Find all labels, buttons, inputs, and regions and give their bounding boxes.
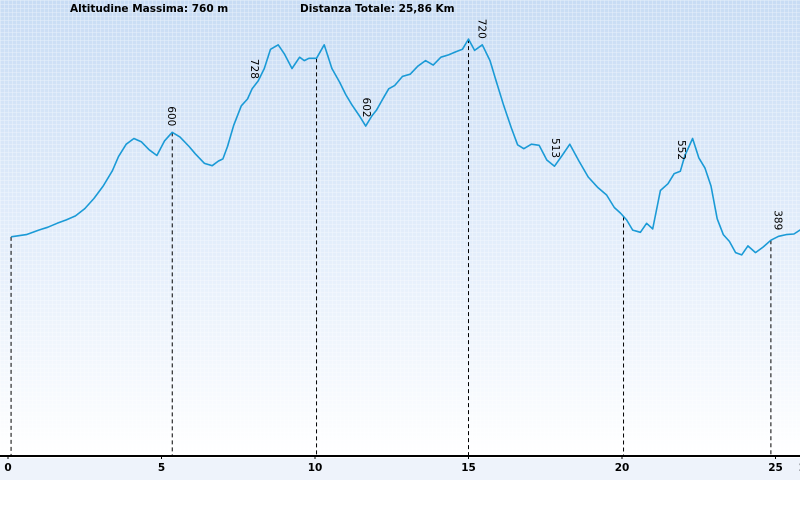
- x-tick-label: 20: [615, 462, 630, 474]
- x-tick-label: 26: [799, 462, 800, 474]
- x-tick-label: 0: [4, 462, 11, 474]
- peak-elevation-label: 720: [475, 19, 487, 39]
- x-tick-label: 15: [461, 462, 476, 474]
- peak-elevation-label: 513: [549, 138, 561, 158]
- peak-labels: 600 728 602 720 513 552 389: [165, 19, 783, 231]
- plot-grid: [0, 0, 800, 456]
- below-axis-band: [0, 458, 800, 480]
- elevation-profile-line: [10, 38, 800, 256]
- peak-elevation-label: 600: [165, 106, 177, 126]
- total-distance-label: Distanza Totale: 25,86 Km: [300, 3, 455, 15]
- distance-marker-lines: [10, 39, 772, 456]
- x-tick-label: 5: [158, 462, 165, 474]
- x-tick-label: 25: [768, 462, 783, 474]
- x-tick-label: 10: [308, 462, 323, 474]
- peak-elevation-label: 728: [248, 59, 260, 79]
- max-altitude-label: Altitudine Massima: 760 m: [70, 3, 228, 15]
- peak-elevation-label: 389: [772, 210, 784, 230]
- peak-elevation-label: 602: [360, 98, 372, 118]
- x-axis-ticks: 0 5 10 15 20 25 26: [4, 456, 800, 474]
- peak-elevation-label: 552: [675, 140, 687, 160]
